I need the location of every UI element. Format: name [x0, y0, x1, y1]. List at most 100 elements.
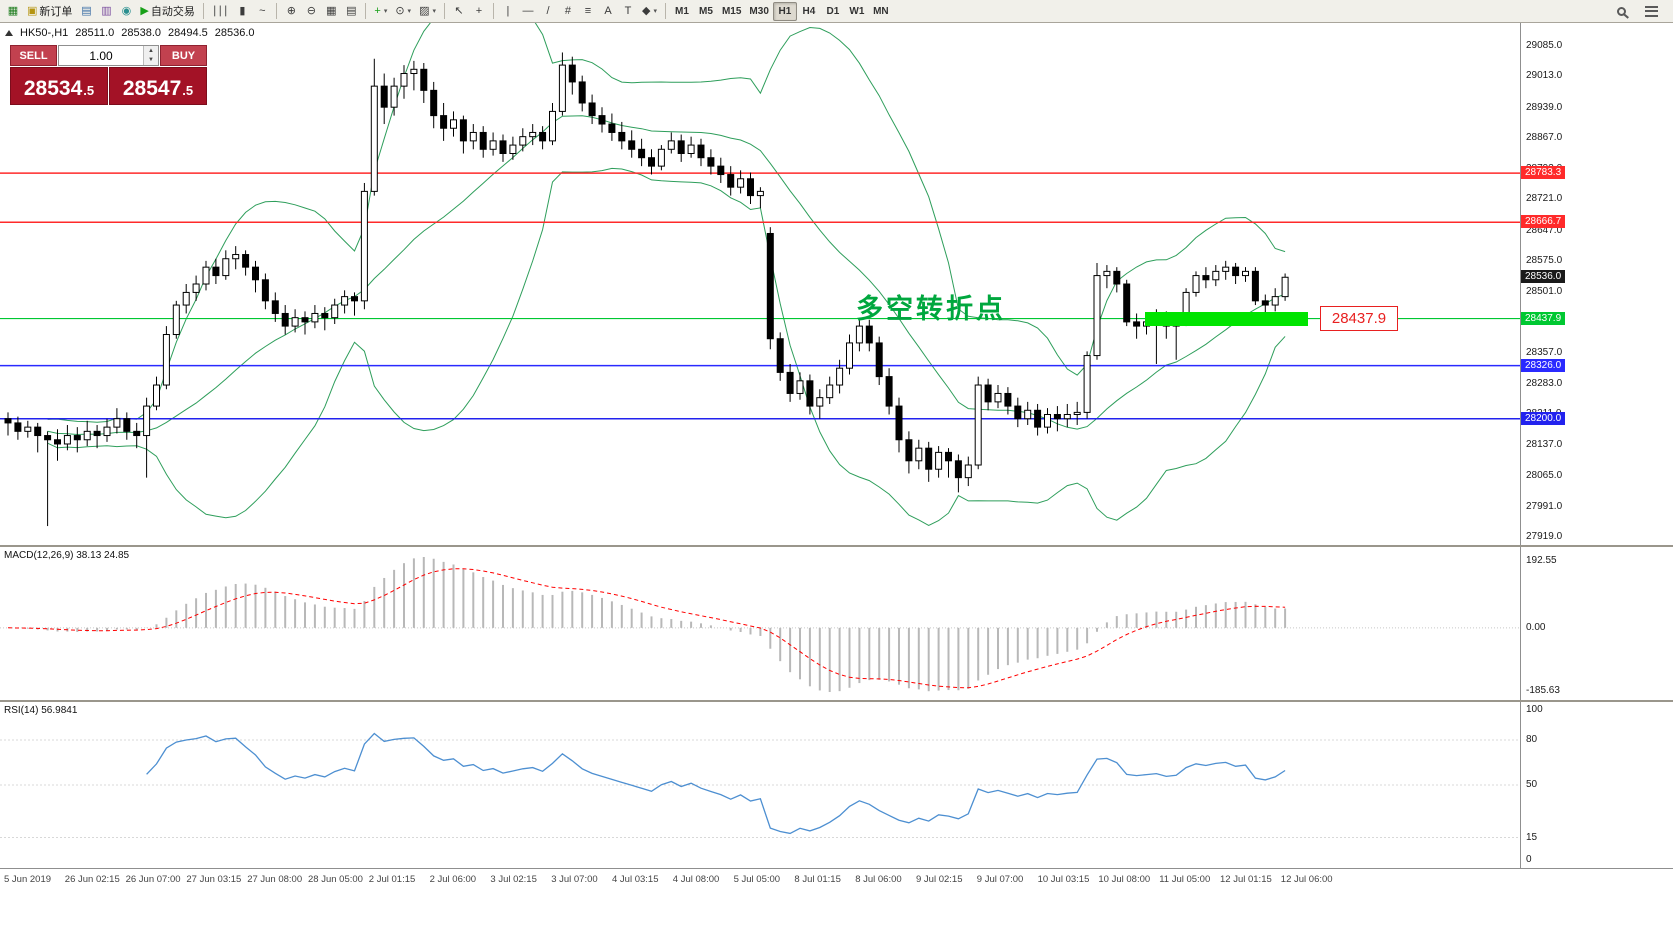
time-axis[interactable]: 5 Jun 2019 26 Jun 02:15 26 Jun 07:00 27 Jun… [0, 869, 1673, 893]
indicators-button[interactable]: + ▾ [370, 2, 391, 21]
trendline-button[interactable]: / [538, 2, 558, 21]
new-order-button[interactable]: ▣ 新订单 [23, 2, 76, 21]
shapes-caret-icon: ▾ [653, 8, 657, 15]
price-scale-label: 29085.0 [1526, 40, 1563, 52]
price-scale-label: 28065.0 [1526, 469, 1563, 481]
time-axis-label: 2 Jul 06:00 [429, 874, 477, 885]
time-axis-label: 11 Jul 05:00 [1159, 874, 1211, 885]
timeframe-button-m15[interactable]: M15 [721, 5, 742, 17]
price-scale-label: 28283.0 [1526, 377, 1563, 389]
period-dropdown-caret-icon: ▾ [407, 8, 412, 15]
cursor-button[interactable]: ↖ [449, 2, 469, 21]
timeframe-button-h1[interactable]: H1 [772, 1, 797, 21]
search-button[interactable] [1611, 2, 1631, 21]
auto-arrange-button[interactable]: ▦ [321, 2, 341, 21]
text-button[interactable]: A [598, 2, 618, 21]
price-chart-panel[interactable]: HK50-,H1 28511.0 28538.0 28494.5 28536.0… [0, 23, 1520, 545]
timeframe-button-m5[interactable]: M5 [699, 5, 713, 17]
volume-up-button[interactable]: ▲ [144, 46, 158, 56]
buy-button[interactable]: BUY [160, 45, 207, 66]
rsi-scale-label: 80 [1526, 734, 1538, 745]
price-level-tag: 28536.0 [1521, 270, 1566, 284]
indicators-caret-icon: ▾ [383, 8, 388, 15]
toolbar-separator [443, 3, 445, 19]
time-axis-label: 3 Jul 02:15 [490, 874, 537, 885]
zoom-out-button[interactable]: ⊖ [301, 2, 321, 21]
volume-field: ▲ ▼ [58, 45, 159, 66]
rsi-panel[interactable]: RSI(14) 56.9841 [0, 702, 1520, 868]
time-axis-label: 5 Jul 05:00 [733, 874, 781, 885]
price-callout-label: 28437.9 [1320, 306, 1398, 332]
candlestick-chart-icon: ▮ [239, 4, 246, 17]
bar-chart-button[interactable]: ∣∣∣ [208, 2, 233, 21]
candlestick-chart-button[interactable]: ▮ [232, 2, 252, 21]
time-axis-label: 26 Jun 07:00 [125, 874, 181, 885]
shapes-button[interactable]: ◆ ▾ [638, 2, 661, 21]
rsi-label: RSI(14) 56.9841 [4, 705, 78, 716]
new-chart-button[interactable]: ▦ [3, 2, 23, 21]
text-icon: A [604, 4, 612, 17]
symbol-title: HK50-,H1 [20, 27, 69, 39]
auto-trading-button[interactable]: ▶ 自动交易 [136, 2, 198, 21]
panel-divider[interactable] [0, 545, 1673, 547]
trendline-icon: / [546, 4, 550, 17]
time-axis-label: 26 Jun 02:15 [64, 874, 120, 885]
toolbar-separator [276, 3, 278, 19]
rsi-chart [0, 732, 1520, 838]
crosshair-button[interactable]: + [469, 2, 489, 21]
menu-button[interactable] [1641, 2, 1662, 21]
terminal-button[interactable]: ◉ [116, 2, 136, 21]
rsi-scale-label: 15 [1526, 831, 1538, 843]
price-level-tag: 28437.9 [1521, 311, 1566, 325]
bar-close: 28536.0 [214, 27, 255, 39]
zoom-in-button[interactable]: ⊕ [281, 2, 301, 21]
chart-window-button[interactable]: ▤ [76, 2, 96, 21]
grid-icon: ▤ [346, 4, 357, 17]
time-axis-label: 4 Jul 03:15 [612, 874, 659, 885]
fibonacci-icon: # [564, 4, 572, 17]
volume-down-button[interactable]: ▼ [144, 55, 158, 65]
period-dropdown-button[interactable]: ⊙ ▾ [391, 2, 415, 21]
sell-button[interactable]: SELL [10, 45, 57, 66]
line-chart-button[interactable]: ~ [252, 2, 272, 21]
horizontal-line-button[interactable]: — [518, 2, 538, 21]
buy-price-button[interactable]: 28547 .5 [109, 67, 207, 105]
price-scale-label: 28867.0 [1526, 131, 1563, 143]
one-click-trading-panel: SELL ▲ ▼ BUY 28534 .5 28547 .5 [10, 45, 207, 105]
sell-price-frac: .5 [83, 83, 95, 99]
timeframe-button-mn[interactable]: MN [873, 5, 889, 17]
timeframe-button-d1[interactable]: D1 [826, 5, 840, 17]
macd-panel[interactable]: MACD(12,26,9) 38.13 24.85 [0, 547, 1520, 700]
timeframe-button-m30[interactable]: M30 [749, 5, 769, 17]
toolbar-separator [365, 3, 367, 19]
price-scale-label: 29013.0 [1526, 70, 1563, 82]
macd-label: MACD(12,26,9) 38.13 24.85 [4, 550, 130, 561]
fibonacci-button[interactable]: # [558, 2, 578, 21]
sell-price-button[interactable]: 28534 .5 [10, 67, 108, 105]
label-button[interactable]: T [618, 2, 638, 21]
bar-open: 28511.0 [75, 27, 115, 39]
label-icon: T [624, 4, 632, 17]
price-scale-label: 28647.0 [1526, 224, 1563, 236]
channels-button[interactable]: ≡ [578, 2, 598, 21]
rsi-scale-label: 100 [1526, 704, 1543, 715]
bar-low: 28494.5 [168, 27, 208, 39]
panel-divider[interactable] [0, 700, 1673, 702]
timeframe-button-h4[interactable]: H4 [802, 5, 816, 17]
macd-scale-zero: 0.00 [1526, 621, 1546, 633]
timeframe-button-m1[interactable]: M1 [675, 5, 689, 17]
template-button[interactable]: ▨ ▾ [415, 2, 440, 21]
grid-button[interactable]: ▤ [341, 2, 361, 21]
collapse-chart-icon[interactable] [5, 30, 13, 36]
symbol-info: HK50-,H1 28511.0 28538.0 28494.5 28536.0 [5, 27, 255, 39]
time-axis-label: 3 Jul 07:00 [551, 874, 598, 885]
menu-icon [1645, 5, 1658, 17]
vertical-line-button[interactable]: | [498, 2, 518, 21]
volume-input[interactable] [59, 46, 143, 65]
price-scale-label: 28501.0 [1526, 285, 1563, 297]
chart-window-icon: ▤ [81, 4, 92, 17]
panel-divider [0, 868, 1673, 869]
auto-arrange-icon: ▦ [326, 4, 337, 17]
market-watch-button[interactable]: ▥ [96, 2, 116, 21]
timeframe-button-w1[interactable]: W1 [849, 5, 865, 17]
